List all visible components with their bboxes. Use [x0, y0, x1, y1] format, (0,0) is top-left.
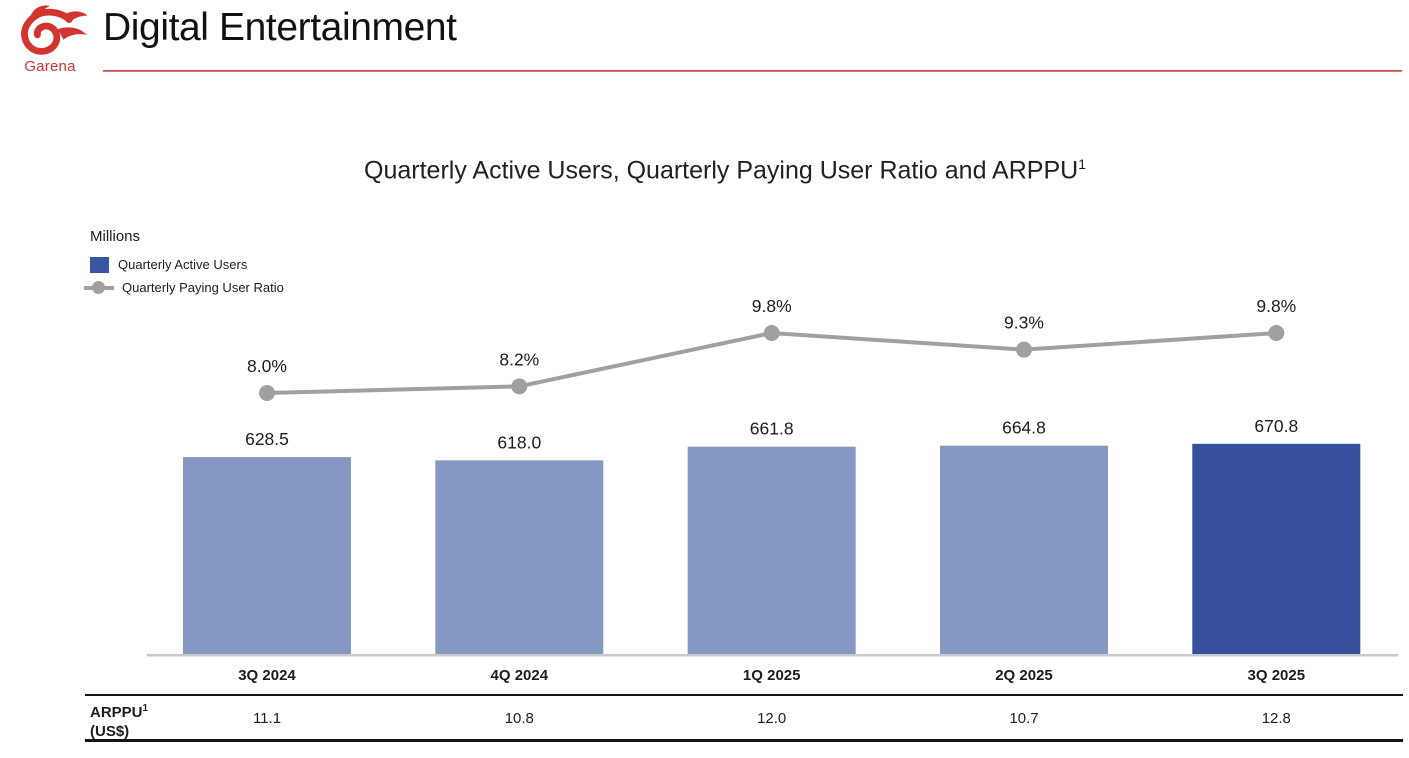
- x-axis-label: 4Q 2024: [491, 667, 549, 684]
- bar-value-label: 661.8: [750, 419, 794, 439]
- y-units-label: Millions: [90, 228, 141, 245]
- garena-logo: Garena: [8, 4, 92, 78]
- pct-label: 8.2%: [499, 349, 539, 369]
- x-axis-label: 3Q 2024: [238, 667, 296, 684]
- chart-title-footnote-marker: 1: [1078, 156, 1086, 172]
- legend-item-paying-ratio: Quarterly Paying User Ratio: [84, 279, 284, 296]
- arppu-value-1Q 2025: 12.0: [757, 710, 787, 727]
- bar-value-label: 670.8: [1254, 416, 1298, 436]
- bar-value-label: 628.5: [245, 429, 289, 449]
- arppu-unit-text: (US$): [90, 723, 130, 740]
- bar-swatch-icon: [90, 256, 109, 273]
- legend-label-paying-ratio: Quarterly Paying User Ratio: [122, 280, 284, 295]
- garena-flame-icon: [21, 5, 88, 55]
- arppu-row-label: ARPPU1 (US$): [90, 699, 148, 741]
- x-axis-label: 1Q 2025: [743, 667, 801, 684]
- page-title: Digital Entertainment: [103, 6, 457, 49]
- x-axis-line: [147, 654, 1398, 657]
- bar-1Q 2025: [687, 446, 856, 654]
- line-point-1Q 2025: [763, 325, 780, 342]
- line-point-3Q 2024: [259, 385, 275, 401]
- bar-4Q 2024: [435, 460, 604, 654]
- arppu-value-3Q 2024: 11.1: [252, 710, 282, 727]
- line-point-2Q 2025: [1016, 341, 1032, 358]
- bar-3Q 2025: [1192, 443, 1361, 654]
- line-marker-icon: [84, 280, 114, 296]
- arppu-table: ARPPU1 (US$) 11.1 10.8 12.0 10.7 12.8: [85, 694, 1403, 742]
- x-axis-label: 3Q 2025: [1248, 667, 1306, 684]
- legend-item-active-users: Quarterly Active Users: [90, 256, 247, 273]
- legend-label-active-users: Quarterly Active Users: [118, 257, 248, 272]
- pct-label: 9.8%: [752, 296, 792, 316]
- bar-3Q 2024: [183, 457, 351, 654]
- chart-title-text: Quarterly Active Users, Quarterly Paying…: [364, 156, 1079, 185]
- bar-value-label: 664.8: [1002, 418, 1046, 438]
- garena-logo-text: Garena: [24, 58, 76, 75]
- pct-label: 9.8%: [1256, 296, 1296, 316]
- chart-title: Quarterly Active Users, Quarterly Paying…: [85, 156, 1365, 185]
- x-axis-label: 2Q 2025: [995, 667, 1053, 684]
- arppu-value-2Q 2025: 10.7: [1009, 710, 1039, 727]
- paying-ratio-line: [266, 330, 1277, 395]
- pct-label: 8.0%: [247, 356, 287, 376]
- header-divider: [103, 70, 1402, 72]
- arppu-footnote-marker: 1: [142, 703, 149, 714]
- bar-2Q 2025: [940, 445, 1108, 654]
- line-point-4Q 2024: [511, 378, 528, 395]
- arppu-value-4Q 2024: 10.8: [504, 710, 534, 727]
- pct-label: 9.3%: [1004, 313, 1044, 333]
- bar-value-label: 618.0: [497, 432, 541, 452]
- arppu-label-text: ARPPU: [90, 704, 143, 721]
- arppu-value-3Q 2025: 12.8: [1261, 710, 1291, 727]
- line-point-3Q 2025: [1268, 325, 1285, 342]
